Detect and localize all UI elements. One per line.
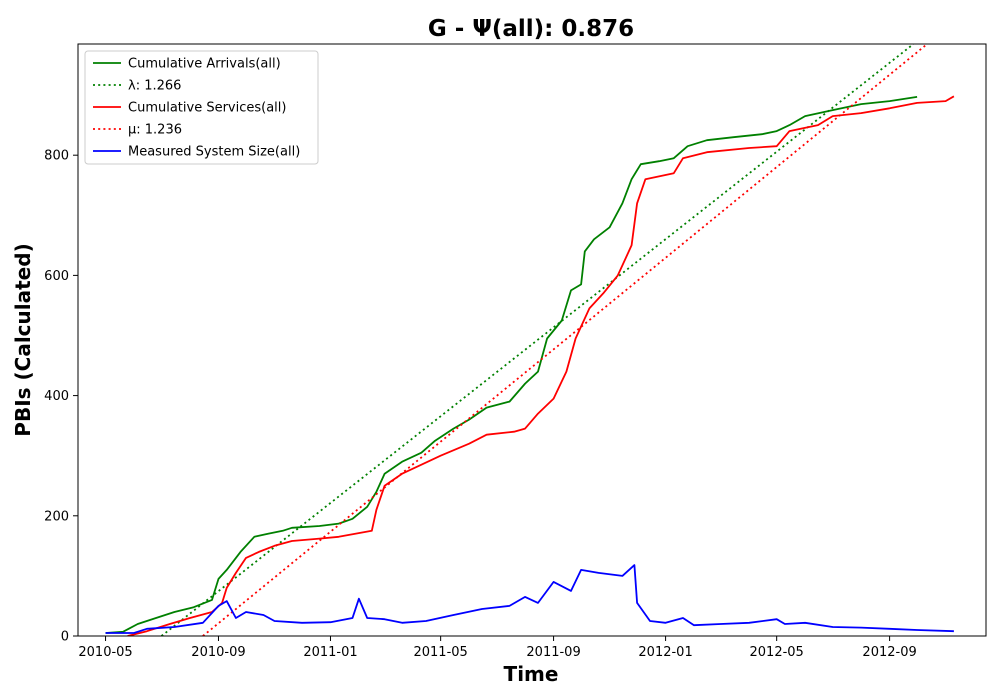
series-layer xyxy=(105,44,955,636)
x-tick-label: 2012-09 xyxy=(862,645,916,660)
legend-box xyxy=(84,50,319,165)
plot-frame xyxy=(77,43,987,637)
x-tick-label: 2011-01 xyxy=(303,645,357,660)
y-tick-label: 800 xyxy=(44,149,69,164)
y-tick-label: 0 xyxy=(61,630,69,645)
x-tick-label: 2010-05 xyxy=(78,645,132,660)
series-line xyxy=(105,564,954,634)
series-line xyxy=(105,96,918,634)
x-tick-label: 2011-09 xyxy=(526,645,580,660)
y-tick-label: 200 xyxy=(44,509,69,524)
x-axis-label: Time xyxy=(504,662,559,686)
series-line xyxy=(160,44,915,636)
y-tick-label: 600 xyxy=(44,269,69,284)
chart-title: G - Ψ(all): 0.876 xyxy=(428,16,634,42)
legend-label: Cumulative Arrivals(all) xyxy=(128,57,281,72)
legend-label: Measured System Size(all) xyxy=(128,145,300,160)
x-tick-label: 2012-01 xyxy=(638,645,692,660)
x-tick-label: 2012-05 xyxy=(750,645,804,660)
x-tick-label: 2011-05 xyxy=(413,645,467,660)
x-tick-label: 2010-09 xyxy=(191,645,245,660)
legend-label: λ: 1.266 xyxy=(128,79,181,94)
series-line xyxy=(127,95,955,636)
y-axis-label: PBIs (Calculated) xyxy=(11,243,35,436)
x-axis-ticks: 2010-05 2010-09 2011-01 2011-05 2011-09 2012-… xyxy=(78,636,917,660)
y-axis-ticks: 0 200 400 600 800 xyxy=(44,149,78,645)
legend-label: Cumulative Services(all) xyxy=(128,101,286,116)
legend-label: μ: 1.236 xyxy=(128,123,182,138)
legend: Cumulative Arrivals(all) λ: 1.266 Cumulati… xyxy=(84,50,319,165)
y-tick-label: 400 xyxy=(44,389,69,404)
